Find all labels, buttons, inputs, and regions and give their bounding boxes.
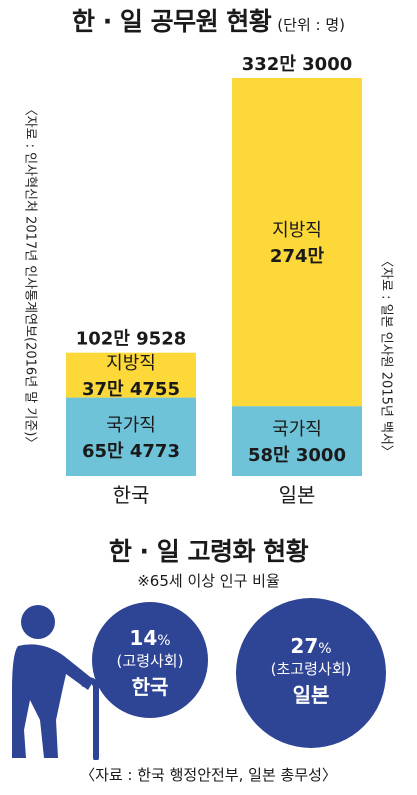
chart1-title: 한 · 일 공무원 현황 (단위 : 명) xyxy=(0,2,417,38)
segment-series-label: 지방직 xyxy=(272,220,322,241)
japan-source-note: 〈자료 : 일본 인사원 2015년 백서〉 xyxy=(378,254,394,458)
korea-source-note: 〈자료 : 인사혁신처 2017년 인사통계연보(2016년 말 기준)〉 xyxy=(22,102,38,450)
bar-segment-national-1 xyxy=(232,406,362,476)
japan-aging-circle: 27% (초고령사회) 일본 xyxy=(236,598,386,748)
korea-aging-category: (고령사회) xyxy=(116,652,184,670)
korea-country-label: 한국 xyxy=(131,675,169,699)
chart1-unit: (단위 : 명) xyxy=(277,16,345,34)
bar-segment-local-1 xyxy=(232,78,362,407)
category-label: 일본 xyxy=(279,483,316,507)
category-label: 한국 xyxy=(113,483,150,507)
japan-aging-category: (초고령사회) xyxy=(270,660,352,678)
bar-segment-national-0 xyxy=(66,397,196,476)
segment-series-label: 국가직 xyxy=(272,419,322,440)
segment-value-label: 37만 4755 xyxy=(82,379,180,400)
segment-series-label: 지방직 xyxy=(106,353,156,374)
civil-servant-chart: 국가직 65만 4773 지방직 37만 4755 102만 9528 한국 국가직 58만 … xyxy=(66,54,362,507)
segment-value-label: 65만 4773 xyxy=(82,441,180,462)
chart1-title-text: 한 · 일 공무원 현황 xyxy=(71,7,272,36)
chart2-source: 〈자료 : 한국 행정안전부, 일본 총무성〉 xyxy=(80,766,337,784)
bar-total-label: 332만 3000 xyxy=(242,54,353,75)
segment-value-label: 58만 3000 xyxy=(248,445,346,466)
elderly-person-with-cane-icon xyxy=(12,605,99,760)
chart2-title: 한 · 일 고령화 현황 xyxy=(108,537,309,566)
bar-segment-local-0 xyxy=(66,352,196,398)
japan-aging-percent: 27% xyxy=(290,634,332,658)
segment-value-label: 274만 xyxy=(270,246,325,267)
bar-total-label: 102만 9528 xyxy=(76,329,187,350)
chart2-note: ※65세 이상 인구 비율 xyxy=(137,572,280,590)
korea-aging-circle: 14% (고령사회) 한국 xyxy=(92,602,208,718)
japan-country-label: 일본 xyxy=(292,683,330,707)
segment-series-label: 국가직 xyxy=(106,415,156,436)
korea-aging-percent: 14% xyxy=(129,626,171,650)
